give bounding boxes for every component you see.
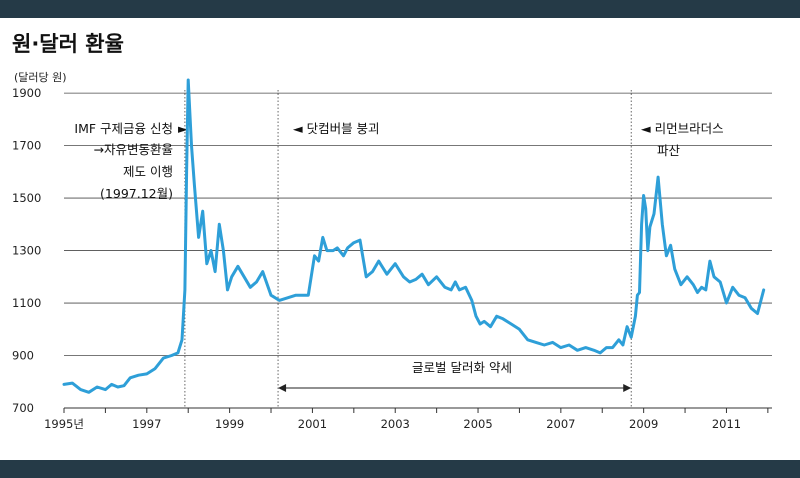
x-tick-label-2005: 2005 xyxy=(463,417,492,431)
lehman-annotation: ◄ 리먼브라더스 파산 xyxy=(641,121,724,158)
y-tick-label-1300: 1300 xyxy=(12,244,41,258)
imf-marker-arrow: ► xyxy=(178,121,188,136)
exchange-rate-chart: 원·달러 환율 (달러당 원) 700 900 1100 1300 1500 1700 19… xyxy=(12,32,772,431)
y-tick-label-1700: 1700 xyxy=(12,139,41,153)
chart-title: 원·달러 환율 xyxy=(12,32,124,56)
weak-dollar-arrow-right-head xyxy=(623,384,632,392)
y-tick-label-1900: 1900 xyxy=(12,86,41,100)
dotcom-annotation: ◄ 닷컴버블 붕괴 xyxy=(293,121,380,136)
top-frame-bar xyxy=(0,0,800,18)
exchange-rate-line xyxy=(62,78,766,394)
chart-panel: 원·달러 환율 (달러당 원) 700 900 1100 1300 1500 1700 19… xyxy=(0,18,800,460)
imf-annotation-line-2: →자유변동환율 xyxy=(94,142,173,157)
x-tick-label-2003: 2003 xyxy=(381,417,410,431)
imf-annotation-line-3: 제도 이행 xyxy=(123,164,173,179)
bottom-frame-bar xyxy=(0,460,800,478)
event-vertical-lines xyxy=(184,90,632,408)
weak-dollar-arrow-left-head xyxy=(278,384,287,392)
lehman-annotation-line-2: 파산 xyxy=(657,143,681,158)
weak-dollar-annotation: 글로벌 달러화 약세 xyxy=(412,360,512,375)
y-tick-label-700: 700 xyxy=(12,401,34,415)
x-axis xyxy=(63,407,772,413)
y-tick-label-900: 900 xyxy=(12,349,34,363)
lehman-annotation-line-1: ◄ 리먼브라더스 xyxy=(641,121,724,136)
y-axis-unit-label: (달러당 원) xyxy=(14,71,67,84)
x-tick-label-1995: 1995년 xyxy=(44,417,84,431)
x-tick-label-2007: 2007 xyxy=(546,417,575,431)
x-axis-tick-labels: 1995년 1997 1999 2001 2003 2005 2007 2009 2011 xyxy=(44,417,741,431)
x-tick-label-1997: 1997 xyxy=(132,417,161,431)
x-tick-label-2001: 2001 xyxy=(298,417,327,431)
y-tick-label-1500: 1500 xyxy=(12,191,41,205)
weak-dollar-range-arrow xyxy=(278,384,632,392)
x-tick-label-1999: 1999 xyxy=(215,417,244,431)
y-axis-tick-labels: 700 900 1100 1300 1500 1700 1900 xyxy=(12,86,41,415)
imf-annotation-line-4: (1997.12월) xyxy=(100,186,173,201)
x-tick-label-2011: 2011 xyxy=(712,417,741,431)
imf-annotation: IMF 구제금융 신청 →자유변동환율 제도 이행 (1997.12월) ► xyxy=(74,121,188,201)
imf-annotation-line-1: IMF 구제금융 신청 xyxy=(74,121,173,136)
x-tick-label-2009: 2009 xyxy=(629,417,658,431)
gridlines xyxy=(64,92,772,356)
y-tick-label-1100: 1100 xyxy=(12,296,41,310)
